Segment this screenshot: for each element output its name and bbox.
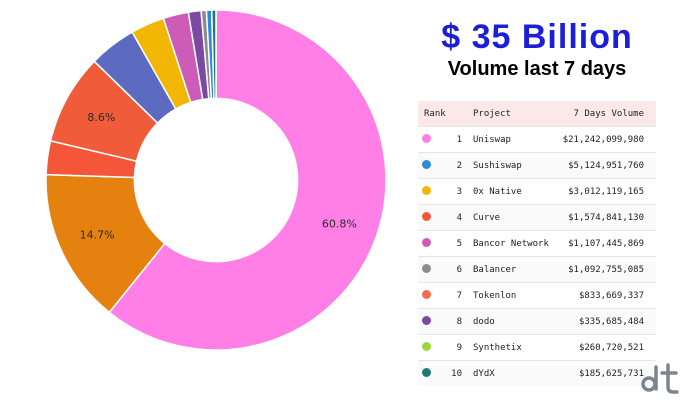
row-project: 0x Native bbox=[472, 178, 556, 205]
row-volume: $3,012,119,165 bbox=[555, 178, 656, 205]
row-volume: $5,124,951,760 bbox=[555, 152, 656, 179]
table-row: 9 Synthetix $260,720,521 bbox=[418, 334, 656, 361]
table-row: 7 Tokenlon $833,669,337 bbox=[418, 282, 656, 309]
slice-uniswap bbox=[108, 9, 387, 351]
donut-chart: 60.8% 14.7% 8.6% bbox=[45, 9, 387, 351]
row-volume: $1,107,445,869 bbox=[555, 230, 656, 257]
row-volume: $1,574,841,130 bbox=[555, 204, 656, 231]
row-project: Sushiswap bbox=[472, 152, 556, 179]
legend-color-icon bbox=[418, 230, 445, 257]
legend-color-icon bbox=[418, 204, 445, 231]
table-row: 4 Curve $1,574,841,130 bbox=[418, 204, 656, 231]
volume-subtitle: Volume last 7 days bbox=[447, 58, 627, 80]
legend-swatch bbox=[422, 367, 431, 377]
legend-color-icon bbox=[418, 334, 445, 361]
legend-swatch bbox=[422, 263, 431, 273]
slice-label: 60.8% bbox=[322, 218, 357, 231]
total-volume-headline: $ 35 Billion bbox=[441, 18, 633, 56]
header-volume: 7 Days Volume bbox=[555, 101, 656, 127]
row-project: Bancor Network bbox=[472, 230, 556, 257]
row-project: Uniswap bbox=[472, 126, 556, 153]
legend-swatch bbox=[422, 237, 431, 247]
row-volume: $335,685,484 bbox=[555, 308, 656, 335]
legend-swatch bbox=[422, 159, 431, 169]
table-row: 3 0x Native $3,012,119,165 bbox=[418, 178, 656, 205]
row-rank: 2 bbox=[445, 152, 472, 179]
row-volume: $21,242,099,980 bbox=[555, 126, 656, 153]
legend-swatch bbox=[422, 133, 431, 143]
legend-swatch bbox=[422, 185, 431, 195]
row-project: dodo bbox=[472, 308, 556, 335]
row-project: Curve bbox=[472, 204, 556, 231]
table-row: 6 Balancer $1,092,755,085 bbox=[418, 256, 656, 283]
row-project: Tokenlon bbox=[472, 282, 556, 309]
row-rank: 7 bbox=[445, 282, 472, 309]
table-row: 10 dYdX $185,625,731 bbox=[418, 360, 656, 386]
table-row: 2 Sushiswap $5,124,951,760 bbox=[418, 152, 656, 179]
row-project: dYdX bbox=[472, 360, 556, 386]
row-volume: $185,625,731 bbox=[555, 360, 656, 386]
slice-label: 8.6% bbox=[87, 111, 115, 124]
table-row: 5 Bancor Network $1,107,445,869 bbox=[418, 230, 656, 257]
row-volume: $260,720,521 bbox=[555, 334, 656, 361]
legend-swatch bbox=[422, 315, 431, 325]
table-row: 8 dodo $335,685,484 bbox=[418, 308, 656, 335]
header-project: Project bbox=[472, 101, 556, 127]
row-rank: 10 bbox=[445, 360, 472, 386]
row-rank: 3 bbox=[445, 178, 472, 205]
legend-swatch bbox=[422, 289, 431, 299]
legend-swatch bbox=[422, 341, 431, 351]
row-rank: 1 bbox=[445, 126, 472, 153]
row-project: Balancer bbox=[472, 256, 556, 283]
legend-color-icon bbox=[418, 126, 445, 153]
row-rank: 6 bbox=[445, 256, 472, 283]
legend-swatch bbox=[422, 211, 431, 221]
row-project: Synthetix bbox=[472, 334, 556, 361]
legend-color-icon bbox=[418, 308, 445, 335]
row-volume: $833,669,337 bbox=[555, 282, 656, 309]
legend-color-icon bbox=[418, 256, 445, 283]
table-header-row: Rank Project 7 Days Volume bbox=[418, 101, 656, 127]
legend-color-icon bbox=[418, 282, 445, 309]
row-volume: $1,092,755,085 bbox=[555, 256, 656, 283]
row-rank: 8 bbox=[445, 308, 472, 335]
legend-color-icon bbox=[418, 360, 445, 386]
legend-color-icon bbox=[418, 178, 445, 205]
row-rank: 9 bbox=[445, 334, 472, 361]
header-rank: Rank bbox=[418, 101, 472, 127]
row-rank: 4 bbox=[445, 204, 472, 231]
ranking-table: Rank Project 7 Days Volume 1 Uniswap $21,2… bbox=[418, 101, 656, 386]
slice-other bbox=[210, 9, 217, 100]
slice-label: 14.7% bbox=[80, 229, 115, 242]
table-row: 1 Uniswap $21,242,099,980 bbox=[418, 126, 656, 153]
legend-color-icon bbox=[418, 152, 445, 179]
row-rank: 5 bbox=[445, 230, 472, 257]
dt-logo-icon bbox=[641, 363, 679, 394]
